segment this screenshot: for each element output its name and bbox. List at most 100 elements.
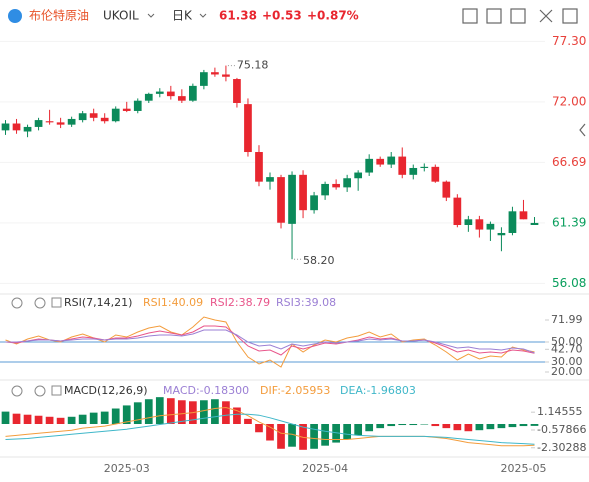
candle-body (177, 96, 186, 101)
macd-bar (122, 405, 131, 424)
macd-bar (12, 413, 21, 424)
macd-bar (409, 424, 418, 426)
macd-bar (177, 400, 186, 424)
candle-body (12, 123, 21, 131)
x-tick-label: 2025-03 (104, 462, 150, 475)
symbol-icon (8, 9, 22, 23)
y-tick-label: 50.00 (551, 335, 583, 348)
candle-body (475, 219, 484, 230)
macd-bar (166, 398, 175, 424)
macd-bar (486, 424, 495, 430)
macd-bar (155, 397, 164, 424)
dropdown-arrow[interactable] (147, 13, 155, 18)
legend-entry: DEA:-1.96803 (340, 384, 416, 397)
indicator-menu[interactable] (51, 297, 62, 308)
y-tick-label: 72.00 (552, 94, 586, 108)
candle-body (519, 211, 528, 220)
macd-bar (23, 414, 32, 424)
candle-body (376, 158, 385, 165)
macd-bar (288, 424, 296, 447)
candle-body (56, 122, 65, 125)
indicator-button[interactable] (462, 8, 478, 24)
macd-bar (475, 424, 484, 431)
indicator-settings[interactable] (34, 297, 46, 309)
macd-bar (398, 424, 407, 426)
macd-bar (431, 424, 440, 427)
x-tick-label: 2025-05 (500, 462, 546, 475)
dropdown-arrow[interactable] (199, 13, 207, 18)
candle-body (200, 72, 208, 86)
legend-entry: MACD:-0.18300 (163, 384, 249, 397)
macd-bar (78, 414, 87, 424)
rsi-line (5, 329, 535, 354)
symbol-code[interactable]: UKOIL (103, 9, 139, 23)
candle-body (453, 197, 462, 225)
macd-bar (1, 411, 10, 424)
candle-body (332, 183, 340, 188)
visibility-toggle[interactable] (11, 385, 23, 397)
indicator-menu[interactable] (51, 385, 62, 396)
min-label: 58.20 (303, 254, 335, 267)
candle-body (244, 104, 252, 153)
draw-button[interactable] (486, 8, 502, 24)
candle-body (365, 158, 374, 173)
candle-body (508, 211, 517, 233)
macd-bar (310, 424, 318, 449)
macd-bar (89, 412, 98, 424)
candle-body (133, 100, 142, 111)
candle-body (409, 167, 418, 175)
legend-entry: RSI3:39.08 (276, 296, 336, 309)
macd-bar (464, 424, 473, 432)
legend-entry: DIF:-2.05953 (260, 384, 330, 397)
macd-bar (255, 424, 263, 433)
candle-body (144, 93, 153, 101)
candle-body (321, 183, 329, 196)
macd-line (5, 413, 535, 445)
candle-body (189, 85, 197, 101)
candle-body (398, 156, 407, 175)
symbol-name: 布伦特原油 (29, 8, 89, 23)
rsi-line (5, 325, 535, 356)
macd-bar (100, 411, 109, 424)
candle-body (89, 113, 98, 118)
candle-body (100, 117, 109, 122)
macd-line (5, 406, 535, 447)
candle-body (78, 113, 87, 121)
macd-bar (442, 424, 451, 429)
y-tick-label: 30.00 (551, 355, 583, 368)
macd-bar (376, 424, 385, 429)
candle-body (288, 174, 296, 224)
macd-bar (56, 417, 65, 424)
macd-bar (519, 424, 528, 427)
rsi-title: RSI(7,14,21) (64, 296, 132, 309)
y-tick-label: -0.57866 (537, 423, 586, 436)
candle-body (1, 123, 10, 131)
macd-bar (343, 424, 351, 440)
macd-bar (244, 418, 252, 424)
collapse-button[interactable] (579, 123, 586, 137)
macd-bar (111, 408, 120, 424)
macd-bar (266, 424, 274, 441)
visibility-toggle[interactable] (11, 297, 23, 309)
candle-body (211, 72, 219, 75)
indicator-settings[interactable] (34, 385, 46, 397)
price-change-pct: +0.87% (307, 9, 359, 23)
interval[interactable]: 日K (172, 9, 193, 23)
macd-bar (420, 424, 429, 425)
candle-body (486, 223, 495, 230)
settings-button[interactable] (562, 8, 578, 24)
y-tick-label: 77.30 (552, 34, 586, 48)
legend-entry: RSI2:38.79 (210, 296, 270, 309)
candle-body (431, 166, 440, 182)
macd-bar (321, 424, 329, 446)
macd-bar (530, 424, 539, 426)
last-price: 61.38 (219, 9, 257, 23)
fullscreen-button[interactable] (539, 9, 553, 23)
candle-type-button[interactable] (510, 8, 526, 24)
macd-bar (233, 407, 241, 424)
macd-bar (222, 401, 230, 424)
macd-bar (144, 399, 153, 424)
macd-bar (508, 424, 517, 428)
macd-bar (211, 399, 219, 424)
candle-body (266, 177, 274, 182)
